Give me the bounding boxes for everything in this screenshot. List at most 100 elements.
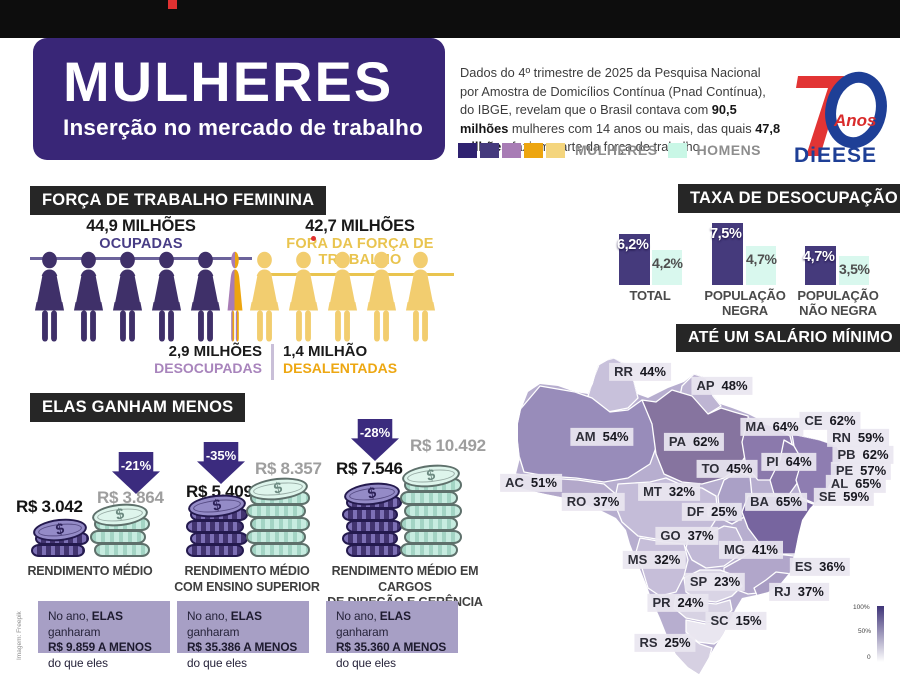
legend-swatch-mulheres [546, 142, 565, 158]
coin-edge [404, 504, 462, 518]
bar-homens: 4,2% [652, 250, 683, 285]
page-subtitle: Inserção no mercado de trabalho [63, 114, 424, 140]
desalentadas-block: 1,4 MILHÃO DESALENTADAS [274, 343, 398, 380]
state-label-MA: MA 64% [740, 417, 804, 437]
note-text-part: ganharam [187, 624, 240, 639]
legend-label-homens: HOMENS [696, 142, 762, 158]
state-code: RS [639, 634, 658, 650]
red-dot-marker [311, 236, 316, 241]
woman-figure-icon [112, 251, 143, 342]
state-value: 37% [797, 583, 824, 599]
coin-edge [250, 543, 310, 557]
divider-line [271, 344, 274, 380]
logo-anos-text: Anos [833, 111, 877, 130]
note-text-part: do que eles [336, 655, 396, 670]
legend-swatches-mulheres [458, 142, 565, 158]
state-label-PR: PR 24% [647, 593, 709, 613]
state-value: 62% [862, 446, 889, 462]
state-label-PI: PI 64% [761, 452, 817, 472]
note-text-part: do que eles [48, 655, 108, 670]
legend-swatch-mulheres [458, 142, 477, 158]
state-code: PB [837, 446, 856, 462]
note-text-part: R$ 9.859 A MENOS [48, 640, 152, 655]
state-code: AM [575, 428, 596, 444]
homens-value: R$ 3.864 [97, 488, 164, 507]
coin-stack-homens: $ [246, 474, 310, 557]
state-value: 57% [860, 462, 887, 478]
coin-stack-homens: $ [400, 462, 462, 557]
note-text-part: R$ 35.360 A MENOS [336, 640, 447, 655]
section-header-forca-trabalho: FORÇA DE TRABALHO FEMININA [30, 186, 327, 215]
state-value: 24% [677, 594, 704, 610]
state-value: 65% [855, 475, 882, 491]
ocupadas-block: 44,9 MILHÕES OCUPADAS [30, 217, 252, 260]
coin-group-caption: RENDIMENTO MÉDIO COM ENSINO SUPERIOR [174, 564, 320, 594]
state-label-RR: RR 44% [609, 362, 671, 382]
note-text-part: ganharam [336, 624, 389, 639]
state-label-TO: TO 45% [696, 459, 758, 479]
state-code: SC [710, 612, 729, 628]
state-value: 37% [593, 493, 620, 509]
annual-loss-note: No ano, ELAS ganharam R$ 35.360 A MENOS do… [326, 601, 458, 670]
state-label-SE: SE 59% [813, 487, 875, 507]
woman-figure-icon [34, 251, 65, 342]
coin-edge [400, 517, 458, 531]
coin-edge [94, 543, 150, 557]
note-text-part: ELAS [379, 609, 411, 623]
state-label-GO: GO 37% [655, 526, 719, 546]
intro-text-part: Dados do 4º trimestre de 2025 da Pesquis… [460, 65, 766, 118]
coin-edge [246, 530, 306, 544]
gap-badge: -35% [197, 442, 245, 484]
state-label-RS: RS 25% [634, 633, 696, 653]
state-code: RJ [774, 583, 791, 599]
state-value: 59% [843, 488, 870, 504]
legend-swatch-homens [667, 142, 687, 158]
desalentadas-label: DESALENTADAS [283, 359, 398, 376]
map-scale-top: 100% [853, 604, 870, 611]
note-text-part: ganharam [48, 624, 101, 639]
state-label-AP: AP 48% [691, 376, 753, 396]
state-label-MG: MG 41% [719, 540, 783, 560]
intro-text-part: 90,5 milhões [460, 102, 737, 136]
state-label-PA: PA 62% [663, 432, 725, 452]
note-text-part: No ano, [187, 609, 231, 623]
woman-figure-icon [405, 251, 436, 342]
brazil-map-shape [511, 358, 842, 674]
state-code: SP [689, 573, 708, 589]
bar-value-homens: 4,2% [652, 255, 683, 271]
note-text-part: R$ 35.386 A MENOS [187, 640, 298, 655]
note-text-part: ELAS [230, 609, 262, 623]
state-value: 32% [654, 551, 681, 567]
state-code: PI [766, 453, 779, 469]
coin-group-caption: RENDIMENTO MÉDIO [27, 564, 153, 578]
state-label-MT: MT 32% [638, 482, 700, 502]
woman-figure-icon [151, 251, 182, 342]
state-code: RR [614, 363, 633, 379]
state-label-RO: RO 37% [561, 492, 625, 512]
bar-value-homens: 3,5% [839, 261, 870, 277]
state-label-ES: ES 36% [789, 557, 851, 577]
desocupadas-block: 2,9 MILHÕES DESOCUPADAS [30, 343, 271, 380]
state-label-BA: BA 65% [745, 492, 807, 512]
state-label-RN: RN 59% [827, 428, 889, 448]
state-label-MS: MS 32% [622, 550, 686, 570]
bar-value-mulheres: 4,7% [803, 249, 835, 265]
state-value: 36% [819, 558, 846, 574]
coin-edge [250, 517, 310, 531]
legend-swatch-mulheres [502, 142, 521, 158]
ocupadas-value: 44,9 MILHÕES [86, 217, 196, 235]
note-text-part: do que eles [187, 655, 247, 670]
state-value: 54% [602, 428, 629, 444]
map-scale-legend: 100% 50% 0 [853, 604, 893, 666]
state-code: RO [566, 493, 587, 509]
split-woman-figure-icon [227, 251, 243, 342]
state-label-AM: AM 54% [570, 427, 634, 447]
desocupadas-desalentadas-row: 2,9 MILHÕES DESOCUPADAS 1,4 MILHÃO DESAL… [30, 343, 454, 380]
state-code: PA [668, 433, 687, 449]
state-value: 64% [772, 418, 799, 434]
dieese-70-anos-logo: Anos DiEESE [786, 56, 898, 170]
note-text-part: No ano, [48, 609, 92, 623]
ocupadas-label: OCUPADAS [99, 236, 183, 252]
state-value: 48% [721, 377, 748, 393]
